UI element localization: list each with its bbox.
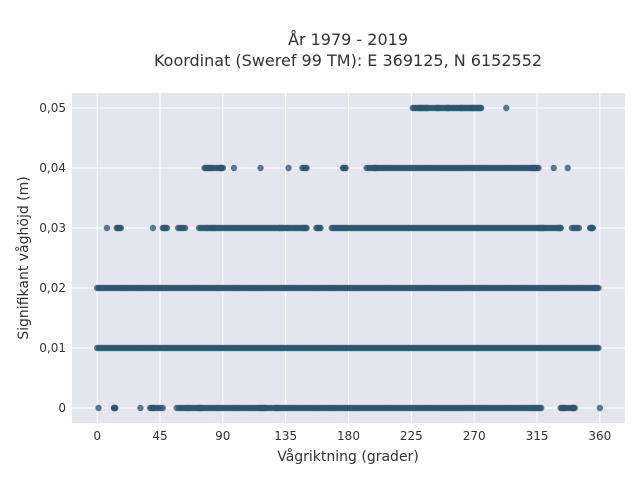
data-point — [571, 404, 578, 412]
data-point — [117, 224, 125, 232]
y-tick-label: 0,02 — [39, 281, 66, 295]
data-point — [317, 224, 324, 232]
x-tick-label: 45 — [152, 429, 167, 443]
x-tick-label: 135 — [274, 429, 297, 443]
data-point — [535, 164, 542, 172]
y-axis-ticks: 0 0,01 0,02 0,03 0,04 0,05 — [39, 101, 66, 415]
data-point — [550, 164, 557, 172]
data-point — [595, 284, 602, 292]
data-point — [257, 164, 264, 172]
y-tick-label: 0,01 — [39, 341, 66, 355]
data-point — [230, 164, 238, 172]
y-tick-label: 0 — [58, 401, 66, 415]
x-tick-label: 90 — [215, 429, 230, 443]
data-point — [112, 404, 119, 412]
x-tick-label: 315 — [526, 429, 549, 443]
y-tick-label: 0,03 — [39, 221, 66, 235]
data-point — [303, 164, 310, 172]
chart-title-line1: År 1979 - 2019 — [288, 30, 408, 49]
data-point — [589, 224, 597, 232]
x-tick-label: 180 — [337, 429, 360, 443]
x-tick-label: 360 — [588, 429, 611, 443]
data-point — [181, 224, 189, 232]
data-point — [219, 164, 227, 172]
data-point — [137, 404, 144, 412]
data-point — [342, 164, 349, 172]
x-axis-ticks: 0 45 90 135 180 225 270 315 360 — [93, 429, 611, 443]
x-tick-label: 270 — [463, 429, 486, 443]
data-point — [477, 104, 485, 112]
x-tick-label: 0 — [93, 429, 101, 443]
data-point — [159, 404, 166, 412]
scatter-points — [93, 104, 604, 412]
data-point — [95, 404, 102, 412]
data-point — [595, 344, 602, 352]
y-axis-label: Signifikant våghöjd (m) — [15, 176, 32, 339]
data-point — [575, 224, 583, 232]
y-tick-label: 0,04 — [39, 161, 66, 175]
data-point — [538, 404, 545, 412]
data-point — [149, 224, 157, 232]
data-point — [103, 224, 111, 232]
data-point — [303, 224, 310, 232]
data-point — [285, 164, 292, 172]
y-tick-label: 0,05 — [39, 101, 66, 115]
chart-title-line2: Koordinat (Sweref 99 TM): E 369125, N 61… — [154, 51, 542, 70]
x-tick-label: 225 — [400, 429, 423, 443]
data-point — [503, 104, 510, 112]
data-point — [163, 224, 171, 232]
data-point — [557, 224, 564, 232]
x-axis-label: Vågriktning (grader) — [277, 448, 419, 465]
data-point — [596, 404, 604, 412]
data-point — [564, 164, 571, 172]
